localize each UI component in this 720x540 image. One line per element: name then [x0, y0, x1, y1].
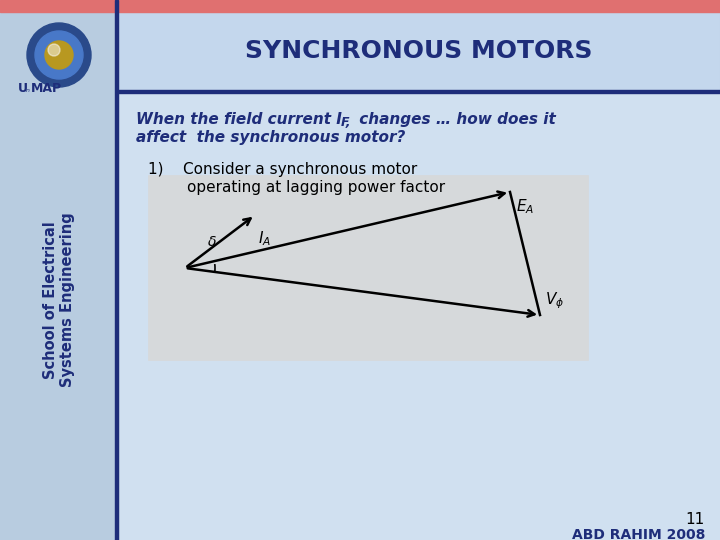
Bar [0, 0, 118, 540]
Text: When the field current I: When the field current I [136, 112, 342, 127]
Text: $E_A$: $E_A$ [516, 197, 534, 215]
Text: 1)    Consider a synchronous motor: 1) Consider a synchronous motor [148, 162, 418, 177]
Text: MAP: MAP [31, 82, 62, 95]
Text: $V_\phi$: $V_\phi$ [545, 291, 564, 311]
Text: F,: F, [341, 116, 351, 129]
Bar [148, 175, 588, 360]
Text: $I_A$: $I_A$ [258, 229, 271, 248]
Text: ₙ: ₙ [26, 84, 30, 94]
Text: School of Electrical
Systems Engineering: School of Electrical Systems Engineering [42, 213, 75, 387]
Circle shape [45, 41, 73, 69]
Circle shape [48, 44, 60, 56]
Bar [118, 0, 720, 540]
Text: 11: 11 [685, 512, 705, 527]
Bar [0, 0, 720, 12]
Text: ABD RAHIM 2008: ABD RAHIM 2008 [572, 528, 705, 540]
Bar [118, 12, 720, 90]
Text: SYNCHRONOUS MOTORS: SYNCHRONOUS MOTORS [246, 39, 593, 63]
Bar [118, 90, 720, 93]
Text: affect  the synchronous motor?: affect the synchronous motor? [136, 130, 405, 145]
Text: changes … how does it: changes … how does it [354, 112, 556, 127]
Circle shape [27, 23, 91, 87]
Text: U: U [18, 82, 28, 95]
Circle shape [35, 31, 83, 79]
Text: operating at lagging power factor: operating at lagging power factor [148, 180, 445, 195]
Bar [115, 0, 118, 540]
Text: $\delta$: $\delta$ [207, 235, 217, 249]
